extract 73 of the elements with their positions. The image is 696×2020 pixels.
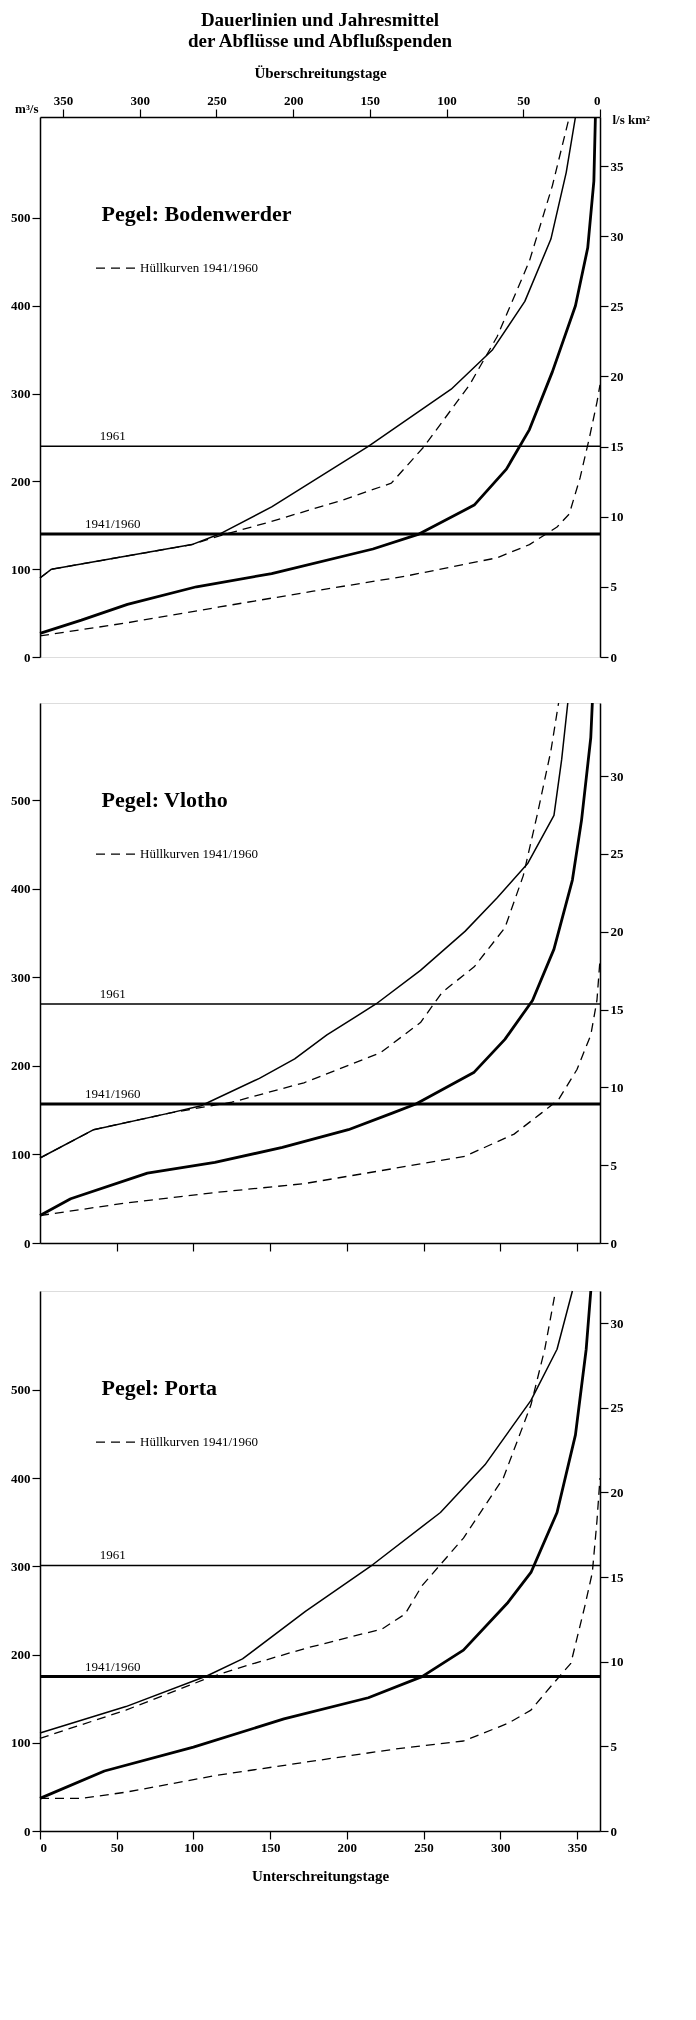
x-axis-title: Überschreitungstage — [254, 64, 387, 81]
x-tick-label: 50 — [517, 92, 531, 108]
y2-tick-label: 10 — [610, 1079, 624, 1095]
y-tick-label: 100 — [11, 1146, 31, 1162]
y2-tick-label: 5 — [610, 579, 618, 595]
y2-tick-label: 15 — [610, 1569, 624, 1585]
x-tick-label: 100 — [437, 92, 457, 108]
y2-tick-label: 5 — [610, 1157, 618, 1173]
x-tick-label: 200 — [283, 92, 304, 108]
text: Pegel: Bodenwerder — [101, 201, 292, 227]
y2-tick-label: 30 — [610, 1315, 624, 1331]
y2-tick-label: 0 — [610, 1823, 617, 1839]
x-tick-label: 250 — [207, 92, 227, 108]
y2-tick-label: 15 — [610, 1002, 624, 1018]
x-tick-label: 250 — [414, 1839, 434, 1855]
legend-label: Hüllkurven 1941/1960 — [140, 846, 259, 862]
legend-label: Hüllkurven 1941/1960 — [140, 260, 259, 276]
y-tick-label: 200 — [11, 1647, 31, 1663]
x-tick-label: 150 — [360, 92, 381, 108]
y-tick-label: 200 — [11, 1058, 31, 1074]
annotation: 1941/1960 — [84, 516, 141, 532]
x-tick-label: 0 — [40, 1839, 47, 1855]
y-tick-label: 300 — [11, 386, 31, 402]
y-axis-title: m³/s — [15, 100, 39, 116]
y2-tick-label: 25 — [610, 846, 624, 862]
text: Pegel: Vlotho — [101, 787, 228, 813]
y-tick-label: 300 — [11, 1558, 31, 1574]
x-tick-label: 50 — [110, 1839, 124, 1855]
y2-tick-label: 15 — [610, 439, 624, 455]
y-tick-label: 200 — [11, 473, 31, 489]
y2-tick-label: 20 — [610, 924, 624, 940]
y2-tick-label: 20 — [610, 1484, 624, 1500]
y-tick-label: 0 — [24, 1823, 31, 1839]
y2-tick-label: 10 — [610, 1654, 624, 1670]
y2-tick-label: 5 — [610, 1738, 618, 1754]
x-tick-label: 100 — [184, 1839, 204, 1855]
y2-tick-label: 10 — [610, 509, 624, 525]
chart-title: Dauerlinien und Jahresmittel der Abflüsse und Abflußspenden — [187, 9, 453, 51]
x-tick-label: 350 — [53, 92, 74, 108]
y2-tick-label: 25 — [610, 298, 624, 314]
x-tick-label: 350 — [567, 1839, 588, 1855]
y2-tick-label: 30 — [610, 228, 624, 244]
x-tick-label: 200 — [337, 1839, 358, 1855]
y2-tick-label: 30 — [610, 768, 624, 784]
y-tick-label: 400 — [11, 298, 31, 314]
x-tick-label: 300 — [491, 1839, 511, 1855]
text: Pegel: Porta — [101, 1375, 218, 1401]
y-tick-label: 500 — [11, 210, 31, 226]
x-tick-label: 0 — [594, 92, 601, 108]
y-tick-label: 400 — [11, 881, 31, 897]
y2-tick-label: 35 — [610, 158, 624, 174]
y-tick-label: 500 — [11, 792, 31, 808]
y-tick-label: 400 — [11, 1470, 31, 1486]
y-tick-label: 0 — [24, 1235, 31, 1251]
y2-tick-label: 0 — [610, 649, 617, 665]
annotation: 1941/1960 — [84, 1086, 141, 1102]
y-tick-label: 500 — [11, 1382, 31, 1398]
annotation: 1961 — [99, 428, 126, 444]
annotation: 1961 — [99, 1547, 126, 1563]
y2-tick-label: 0 — [610, 1235, 617, 1251]
y2-tick-label: 25 — [610, 1400, 624, 1416]
x-tick-label: 150 — [260, 1839, 281, 1855]
annotation: 1941/1960 — [84, 1658, 141, 1674]
x-axis-title: Unterschreitungstage — [251, 1867, 390, 1884]
y-tick-label: 300 — [11, 969, 31, 985]
y2-tick-label: 20 — [610, 368, 624, 384]
y-tick-label: 100 — [11, 561, 31, 577]
x-tick-label: 300 — [130, 92, 150, 108]
y-tick-label: 0 — [24, 649, 31, 665]
y2-axis-title: l/s km² — [612, 111, 651, 127]
legend-label: Hüllkurven 1941/1960 — [140, 1434, 259, 1450]
y-tick-label: 100 — [11, 1735, 31, 1751]
annotation: 1961 — [99, 985, 126, 1001]
